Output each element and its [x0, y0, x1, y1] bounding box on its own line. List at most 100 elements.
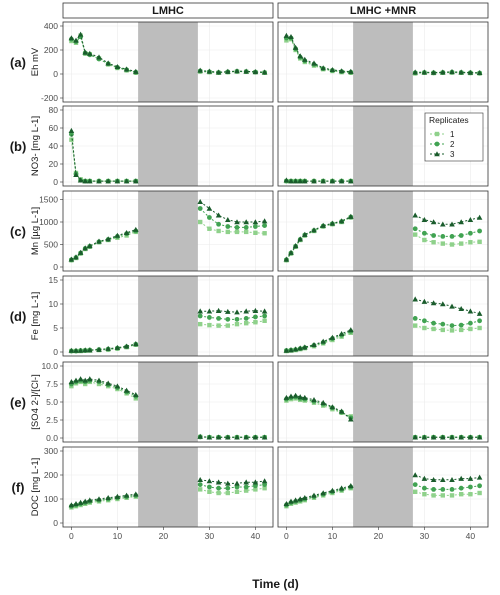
data-point-rep1: [422, 325, 427, 331]
y-tick-label: 0: [53, 262, 58, 272]
data-point-rep3: [243, 308, 249, 314]
data-point-rep1: [253, 320, 258, 325]
y-tick-label: 5: [53, 323, 58, 333]
data-point-rep3: [338, 178, 345, 184]
data-point-rep3: [77, 347, 84, 353]
data-point-rep3: [449, 69, 455, 75]
series-1-line: [286, 397, 351, 417]
data-point-rep1: [253, 230, 258, 235]
data-point-rep3: [68, 256, 75, 262]
data-point-rep3: [87, 50, 93, 56]
data-point-rep2: [477, 318, 482, 324]
y-tick-label: 1000: [39, 217, 58, 227]
data-point-rep1: [431, 326, 436, 332]
data-point-rep3: [105, 178, 111, 184]
data-point-rep3: [73, 254, 79, 260]
data-point-rep2: [234, 316, 240, 322]
data-point-rep3: [105, 236, 111, 242]
data-point-rep3: [87, 178, 93, 184]
panel-c-lmhc-mnr: [277, 190, 489, 272]
panel-e-lmhc: 0.0 2.5 5.0 7.5 10.0: [41, 361, 274, 443]
x-tick-label: 40: [251, 531, 261, 541]
data-point-rep3: [215, 434, 222, 440]
panel-frame: [62, 21, 274, 103]
series-3-line: [286, 35, 351, 73]
data-point-rep2: [412, 316, 418, 321]
data-point-rep1: [413, 489, 418, 494]
data-point-rep3: [329, 334, 336, 340]
series-3-line: [286, 485, 351, 505]
sampling-gap: [353, 22, 413, 102]
y-axis-label: NO3- [mg L-1]: [30, 116, 41, 176]
data-point-rep2: [207, 215, 212, 220]
data-point-rep2: [431, 233, 436, 238]
data-point-rep3: [68, 502, 75, 508]
data-point-rep3: [133, 178, 139, 184]
data-point-rep1: [216, 490, 221, 496]
data-point-rep3: [302, 178, 308, 184]
data-point-rep3: [283, 347, 290, 353]
data-point-rep3: [77, 31, 84, 37]
data-point-rep3: [96, 377, 102, 383]
y-axis-label: Fe [mg L-1]: [30, 292, 41, 341]
legend-label-1: 1: [450, 130, 455, 139]
data-point-rep3: [338, 68, 345, 74]
panel-a-lmhc-mnr: [277, 21, 489, 103]
data-point-rep3: [458, 69, 464, 75]
data-point-rep3: [261, 218, 268, 224]
data-point-rep1: [207, 489, 212, 494]
data-point-rep2: [253, 314, 258, 320]
panel-c-lmhc: 0 500 1000 1500: [39, 190, 274, 272]
data-point-rep3: [329, 178, 336, 184]
data-point-rep3: [123, 387, 130, 393]
data-point-rep3: [467, 216, 474, 222]
data-point-rep3: [412, 434, 418, 440]
data-point-rep1: [216, 228, 221, 234]
data-point-rep2: [458, 322, 464, 328]
data-point-rep3: [458, 219, 464, 225]
panel-b-lmhc: 0 20 40 60 80: [49, 105, 274, 187]
data-point-rep3: [338, 218, 345, 224]
x-tick-label: 10: [328, 531, 338, 541]
data-point-rep3: [105, 495, 111, 501]
strip-lmhc-label: LMHC: [152, 5, 184, 17]
data-point-rep1: [468, 326, 473, 332]
data-point-rep1: [216, 323, 221, 328]
data-point-rep3: [320, 338, 326, 344]
data-point-rep3: [252, 479, 259, 485]
series-3-line: [285, 216, 352, 260]
data-point-rep3: [87, 497, 93, 503]
data-point-rep1: [234, 489, 240, 494]
data-point-rep2: [412, 482, 418, 487]
sampling-gap: [138, 191, 198, 271]
series-1-line: [415, 491, 480, 496]
y-tick-label: 40: [49, 141, 59, 151]
data-point-rep2: [225, 485, 231, 491]
data-point-rep3: [476, 434, 483, 440]
y-tick-label: 200: [44, 470, 58, 480]
data-point-rep2: [253, 483, 258, 489]
data-point-rep3: [261, 478, 268, 484]
data-point-rep3: [123, 230, 130, 236]
data-point-rep3: [297, 53, 303, 59]
data-point-rep3: [320, 178, 326, 184]
data-point-rep3: [320, 490, 326, 496]
data-point-rep2: [262, 223, 267, 229]
data-point-rep3: [348, 483, 354, 489]
data-point-rep1: [198, 487, 203, 492]
data-point-rep1: [253, 487, 258, 492]
data-point-rep1: [262, 486, 267, 491]
data-point-rep1: [413, 232, 418, 237]
panel-frame: [62, 446, 274, 528]
data-point-rep2: [207, 484, 212, 490]
data-point-rep3: [114, 344, 121, 350]
data-point-rep3: [114, 178, 121, 184]
data-point-rep2: [243, 225, 249, 230]
sampling-gap: [138, 22, 198, 102]
data-point-rep3: [225, 68, 231, 74]
data-point-rep3: [476, 214, 483, 220]
data-point-rep1: [244, 488, 249, 493]
data-point-rep3: [243, 68, 249, 74]
data-point-rep3: [467, 475, 474, 481]
series-3-line: [200, 69, 265, 73]
